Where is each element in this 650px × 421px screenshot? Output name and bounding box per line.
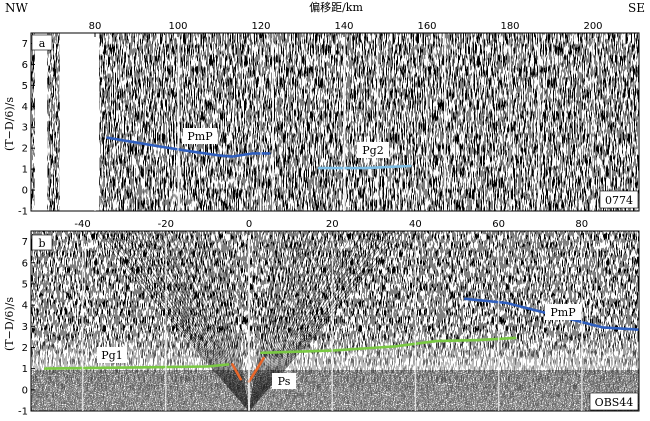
- se-direction-label: SE: [628, 1, 645, 15]
- panel-a-y-tick-label: 0: [22, 186, 28, 197]
- nw-direction-label: NW: [5, 1, 29, 15]
- panel-b-x-tick-label: -40: [74, 219, 90, 230]
- panel-b-x-tick-label: -20: [158, 219, 174, 230]
- panel-a-data-gap: [59, 33, 100, 211]
- panel-b-y-tick-label: -1: [18, 407, 28, 418]
- panel-a-x-tick-label: 140: [334, 21, 353, 32]
- panel-a-x-tick-label: 160: [417, 21, 436, 32]
- panel-b-x-tick-label: 40: [409, 219, 422, 230]
- panel-a-data-gap: [34, 33, 48, 211]
- panel-a-y-tick-label: 7: [22, 39, 28, 50]
- panel-a-x-tick-label: 120: [251, 21, 270, 32]
- panel-a-x-tick-label: 100: [168, 21, 187, 32]
- panel-a-pg2-label: Pg2: [362, 144, 383, 157]
- panel-a-x-tick-label: 200: [583, 21, 602, 32]
- panel-b-y-axis-label: (T−D/6)/s: [3, 297, 16, 351]
- panel-b-x-tick-label: 20: [326, 219, 339, 230]
- panel-a-y-tick-label: 2: [22, 144, 28, 155]
- panel-b-y-tick-label: 6: [22, 258, 28, 269]
- panel-a-phase-pmp-line: [106, 136, 271, 158]
- panel-a-y-tick-label: 5: [22, 81, 28, 92]
- panel-a-y-tick-label: -1: [18, 207, 28, 218]
- panel-a-y-tick-label: 4: [22, 102, 28, 113]
- panel-b-y-tick-label: 2: [22, 343, 28, 354]
- panel-a-pmp-label: PmP: [187, 130, 213, 143]
- panel-a-phase-pg2-line: [317, 164, 412, 170]
- panel-b-label: b: [38, 237, 45, 250]
- panel-b-y-tick-label: 5: [22, 279, 28, 290]
- panel-b-y-tick-label: 4: [22, 301, 28, 312]
- panel-b-x-tick-label: 80: [575, 219, 588, 230]
- panel-a-y-tick-label: 1: [22, 165, 28, 176]
- panel-b-y-tick-label: 7: [22, 237, 28, 248]
- panel-a-y-axis-label: (T−D/6)/s: [3, 97, 16, 151]
- panel-b-pmp-label: PmP: [550, 306, 576, 319]
- panel-b-pg1-label: Pg1: [101, 349, 122, 362]
- panel-b-phase-ps-east-line: [247, 356, 265, 383]
- panel-b: -1 0 1 2 3 4 5 6 7 -40 -20 0 20 40 60 80 b OBS44 Pg1 Ps…: [3, 219, 640, 418]
- panel-b-x-tick-label: 0: [246, 219, 252, 230]
- panel-a-label: a: [39, 37, 46, 50]
- panel-b-frame: [30, 230, 640, 412]
- panel-a-frame: [30, 32, 640, 212]
- panel-a-y-tick-label: 6: [22, 60, 28, 71]
- panel-a: -1 0 1 2 3 4 5 6 7 80 100 120 140 160 180 200 a 0774 Pm…: [3, 21, 640, 218]
- panel-b-y-tick-label: 1: [22, 364, 28, 375]
- panel-b-phase-ps-line: [231, 363, 242, 381]
- panel-b-y-tick-label: 3: [22, 322, 28, 333]
- panel-a-station-label: 0774: [605, 194, 633, 207]
- panel-a-seismic-traces: [31, 33, 639, 211]
- panel-b-y-tick-label: 0: [22, 385, 28, 396]
- panel-b-ps-label: Ps: [278, 375, 291, 388]
- panel-a-x-tick-label: 80: [89, 21, 102, 32]
- panel-a-y-tick-label: 3: [22, 123, 28, 134]
- panel-b-x-tick-label: 60: [492, 219, 505, 230]
- panel-b-station-label: OBS44: [595, 396, 634, 409]
- x-axis-title: 偏移距/km: [309, 0, 363, 14]
- panel-a-x-tick-label: 180: [500, 21, 519, 32]
